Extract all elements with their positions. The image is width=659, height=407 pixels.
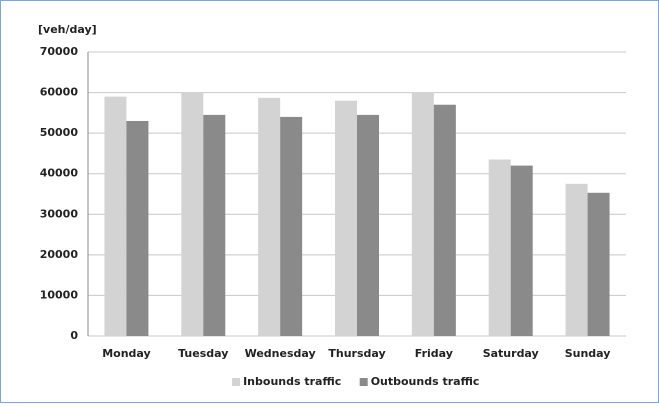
bar: [126, 120, 149, 336]
x-tick-label: Wednesday: [245, 347, 316, 360]
y-axis-label: [veh/day]: [38, 23, 97, 36]
bar: [510, 165, 533, 336]
y-tick-label: 40000: [40, 167, 79, 180]
bar: [181, 92, 204, 336]
y-tick-label: 20000: [40, 248, 79, 261]
bar: [433, 104, 456, 336]
y-tick-label: 60000: [40, 86, 79, 99]
y-tick-label: 50000: [40, 126, 79, 139]
x-tick-label: Monday: [102, 347, 150, 360]
x-tick-label: Sunday: [565, 347, 611, 360]
bar: [280, 116, 303, 337]
x-tick-label: Tuesday: [178, 347, 228, 360]
legend-swatch: [232, 378, 241, 386]
y-tick-label: 10000: [40, 288, 79, 301]
bar: [565, 183, 588, 336]
legend-label: Inbounds traffic: [243, 375, 341, 388]
bar: [488, 159, 511, 336]
bar: [335, 100, 357, 336]
bar: [587, 192, 610, 336]
bar: [104, 96, 127, 336]
bar: [411, 92, 434, 336]
x-tick-label: Saturday: [483, 347, 539, 360]
legend-swatch: [359, 378, 368, 386]
legend-label: Outbounds traffic: [371, 375, 480, 388]
y-tick-label: 70000: [40, 45, 79, 58]
x-tick-label: Thursday: [328, 347, 385, 360]
y-tick-label: 0: [70, 329, 78, 342]
bar: [203, 114, 226, 336]
bar: [357, 114, 379, 336]
y-tick-label: 30000: [40, 207, 79, 220]
x-tick-label: Friday: [415, 347, 453, 360]
bar: [258, 97, 281, 337]
